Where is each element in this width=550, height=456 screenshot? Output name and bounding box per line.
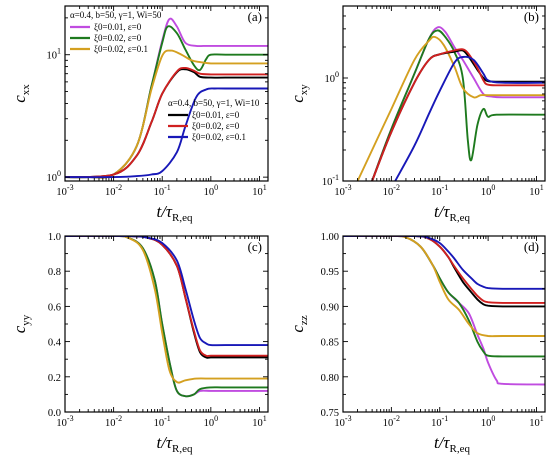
legend-entry: ξ0=0.01, ε=0 — [94, 22, 142, 32]
series-green-line — [371, 29, 545, 181]
axes-frame — [342, 235, 546, 413]
x-tick-label: 101 — [529, 183, 544, 198]
y-tick-label: 0.75 — [321, 408, 339, 419]
x-tick-label: 10-3 — [334, 183, 351, 198]
y-axis-label: cxx — [10, 84, 32, 103]
panel-label: (d) — [524, 239, 539, 254]
y-tick-label: 0.90 — [321, 302, 339, 313]
axes-frame — [64, 5, 269, 182]
y-tick-label: 100 — [47, 169, 62, 184]
series-green-line — [343, 236, 545, 358]
panel-label: (a) — [248, 9, 262, 24]
series-red-line — [371, 48, 545, 181]
y-tick-label: 10-1 — [322, 173, 339, 188]
legend-title: α=0.4, b=50, γ=1, Wi=50 — [70, 10, 162, 20]
panel-label: (b) — [524, 9, 539, 24]
x-axis-label: t/τR,eq — [434, 202, 471, 224]
x-tick-label: 100 — [204, 414, 219, 429]
series-blue-line — [343, 236, 545, 290]
x-tick-label: 10-1 — [154, 183, 171, 198]
x-tick-label: 10-3 — [56, 414, 73, 429]
y-tick-label: 0.80 — [321, 373, 339, 384]
series-blue-line — [394, 55, 545, 181]
x-tick-label: 101 — [252, 414, 267, 429]
panel-c: 10-3 10-2 10-1 100 101 0.0 0.2 0.4 0.6 0.8 1.0 (c) t… — [10, 232, 269, 455]
y-tick-label: 0.6 — [48, 302, 61, 313]
x-tick-label: 101 — [529, 414, 544, 429]
legend-entry: ξ0=0.02, ε=0 — [192, 121, 240, 131]
series-red-line — [65, 66, 268, 179]
x-tick-label: 10-1 — [431, 414, 448, 429]
x-axis-label: t/τR,eq — [156, 433, 193, 455]
x-tick-label: 100 — [481, 414, 496, 429]
y-tick-label: 100 — [325, 70, 340, 85]
series-blue-line — [65, 236, 268, 347]
series-black-line — [65, 236, 268, 359]
panel-a: 10-3 10-2 10-1 100 101 100 101 (a) t/τR,eq cxx — [10, 5, 269, 224]
y-tick-label: 0.8 — [48, 267, 61, 278]
series-magenta-line — [343, 236, 545, 386]
x-tick-label: 10-1 — [154, 414, 171, 429]
axes-frame — [64, 235, 269, 413]
x-tick-label: 10-3 — [334, 414, 351, 429]
legend-entry: ξ0=0.01, ε=0 — [192, 110, 240, 120]
x-tick-label: 100 — [481, 183, 496, 198]
y-tick-label: 1.0 — [48, 232, 61, 243]
series-green-line — [65, 236, 268, 398]
y-tick-label: 101 — [47, 47, 62, 62]
x-tick-label: 100 — [204, 183, 219, 198]
legend-entry: ξ0=0.02, ε=0 — [94, 33, 142, 43]
x-tick-label: 10-2 — [383, 414, 400, 429]
y-tick-label: 0.2 — [48, 373, 61, 384]
x-tick-label: 10-3 — [56, 183, 73, 198]
y-tick-label: 0.0 — [48, 408, 61, 419]
series-gold-line — [65, 236, 268, 384]
panel-label: (c) — [248, 239, 262, 254]
axes-frame — [342, 5, 546, 182]
x-tick-label: 10-2 — [105, 414, 122, 429]
panel-d: 10-3 10-2 10-1 100 101 0.75 0.80 0.85 0.90 0.95 1.… — [288, 232, 546, 455]
y-axis-label: cxy — [288, 84, 310, 103]
series-magenta-line — [65, 236, 268, 398]
x-tick-label: 10-1 — [431, 183, 448, 198]
x-axis-label: t/τR,eq — [156, 202, 193, 224]
series-gold-line — [356, 35, 545, 181]
y-tick-label: 1.00 — [321, 232, 339, 243]
y-axis-label: czz — [288, 315, 310, 332]
y-axis-label: cyy — [10, 314, 32, 333]
legend-entry: ξ0=0.02, ε=0.1 — [192, 132, 246, 142]
legend-title: α=0.4, b=50, γ=1, Wi=10 — [168, 98, 260, 108]
x-tick-label: 101 — [252, 183, 267, 198]
y-tick-label: 0.95 — [321, 267, 339, 278]
legend-entry: ξ0=0.02, ε=0.1 — [94, 44, 148, 54]
series-red-line — [65, 236, 268, 358]
panel-b: 10-3 10-2 10-1 100 101 10-1 100 (b) t/τR,eq cxy — [288, 5, 546, 224]
series-blue-line — [65, 87, 268, 179]
y-tick-label: 0.4 — [48, 338, 62, 349]
y-tick-label: 0.85 — [321, 338, 339, 349]
x-axis-label: t/τR,eq — [434, 433, 471, 455]
x-tick-label: 10-2 — [105, 183, 122, 198]
x-tick-label: 10-2 — [383, 183, 400, 198]
